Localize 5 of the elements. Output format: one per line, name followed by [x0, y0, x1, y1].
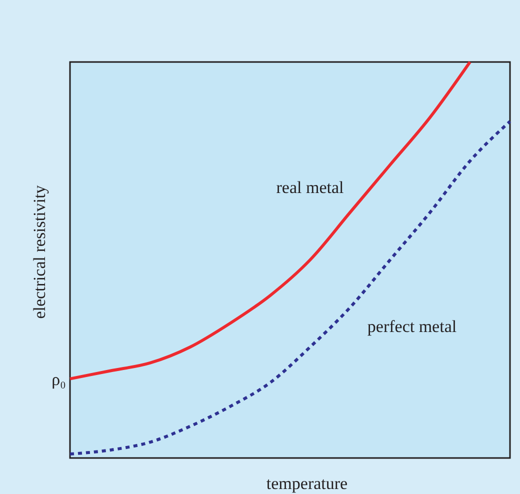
y-axis-title: electrical resistivity: [30, 184, 49, 319]
series-label: perfect metal: [367, 317, 457, 336]
series-label: real metal: [276, 178, 344, 197]
x-axis-title: temperature: [266, 474, 348, 493]
text: ρ₀: [52, 370, 66, 389]
